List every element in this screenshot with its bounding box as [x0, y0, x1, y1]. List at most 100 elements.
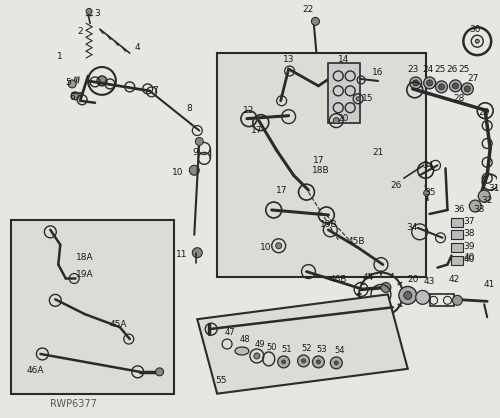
Text: 34: 34	[422, 161, 434, 170]
Circle shape	[254, 353, 260, 359]
Text: 1: 1	[58, 51, 63, 61]
Text: 38: 38	[464, 229, 475, 238]
Text: 39: 39	[464, 242, 475, 251]
Circle shape	[278, 356, 289, 368]
Bar	[452, 218, 464, 227]
Text: 41: 41	[484, 280, 495, 289]
Text: 13: 13	[283, 55, 294, 64]
Polygon shape	[198, 294, 408, 394]
Text: 28: 28	[454, 94, 465, 103]
Text: RWP6377: RWP6377	[50, 399, 97, 409]
Circle shape	[356, 97, 360, 101]
Circle shape	[330, 357, 342, 369]
Text: 10: 10	[260, 243, 272, 252]
Bar	[10, 220, 174, 394]
Circle shape	[416, 291, 430, 304]
Text: 42: 42	[449, 275, 460, 284]
Text: 25: 25	[435, 64, 446, 74]
Text: 37: 37	[464, 217, 475, 227]
Circle shape	[334, 117, 340, 124]
Circle shape	[97, 76, 107, 86]
Circle shape	[412, 80, 418, 86]
Text: 35: 35	[424, 188, 436, 196]
Circle shape	[316, 360, 320, 364]
Text: 26: 26	[447, 64, 458, 74]
Text: 9: 9	[192, 148, 198, 157]
Circle shape	[196, 138, 203, 145]
Text: 31: 31	[488, 184, 500, 193]
Text: 16: 16	[372, 69, 384, 77]
Circle shape	[334, 361, 338, 365]
Text: 46A: 46A	[26, 366, 44, 375]
Text: 40: 40	[464, 255, 475, 264]
Text: 19B: 19B	[320, 220, 337, 229]
Bar	[452, 243, 464, 252]
Circle shape	[462, 83, 473, 95]
Text: 33: 33	[474, 206, 485, 214]
Text: 48: 48	[240, 334, 250, 344]
Text: 52: 52	[301, 344, 312, 354]
Text: 45B: 45B	[348, 237, 365, 246]
Text: 44: 44	[362, 273, 374, 282]
Text: 47: 47	[224, 328, 235, 336]
Text: 32: 32	[482, 196, 493, 204]
Circle shape	[452, 83, 458, 89]
Text: 3: 3	[94, 9, 100, 18]
Text: 17: 17	[312, 156, 324, 165]
Text: 11: 11	[176, 250, 187, 259]
Text: 43: 43	[424, 277, 436, 286]
Circle shape	[424, 77, 436, 89]
Circle shape	[276, 243, 281, 249]
Text: 2: 2	[78, 27, 83, 36]
Circle shape	[464, 86, 470, 92]
Circle shape	[438, 84, 444, 90]
Text: 55: 55	[216, 376, 227, 385]
Circle shape	[312, 18, 320, 25]
Text: 22: 22	[303, 5, 314, 14]
Text: 40: 40	[464, 253, 475, 262]
Text: 25: 25	[458, 64, 470, 74]
Text: 24: 24	[422, 64, 433, 74]
Circle shape	[71, 92, 79, 100]
Circle shape	[404, 291, 411, 299]
Circle shape	[399, 286, 416, 304]
Text: 54: 54	[334, 347, 344, 355]
Text: 29: 29	[478, 108, 490, 117]
Circle shape	[452, 296, 462, 305]
Circle shape	[86, 8, 92, 14]
Circle shape	[424, 190, 430, 196]
Text: 50: 50	[266, 342, 277, 352]
Text: 34: 34	[406, 223, 417, 232]
Circle shape	[68, 80, 76, 88]
Text: 7: 7	[152, 87, 158, 95]
Text: 46B: 46B	[330, 275, 347, 284]
Circle shape	[312, 356, 324, 368]
Circle shape	[298, 355, 310, 367]
Circle shape	[381, 283, 391, 293]
Text: 19A: 19A	[76, 270, 94, 279]
Circle shape	[450, 80, 462, 92]
Text: 23: 23	[407, 64, 418, 74]
Bar	[217, 53, 426, 277]
Circle shape	[436, 81, 448, 93]
Bar	[452, 230, 464, 239]
Circle shape	[190, 165, 200, 175]
Circle shape	[410, 77, 422, 89]
Bar	[452, 256, 464, 265]
Text: 27: 27	[468, 74, 479, 84]
Text: 30: 30	[470, 25, 481, 34]
Bar	[328, 63, 360, 122]
Text: 18A: 18A	[76, 253, 94, 262]
Text: 8: 8	[186, 104, 192, 113]
Circle shape	[478, 190, 490, 202]
Text: 4: 4	[135, 43, 140, 52]
Circle shape	[192, 248, 202, 257]
Text: 12: 12	[243, 106, 254, 115]
Text: 49: 49	[254, 339, 265, 349]
Text: 45A: 45A	[109, 320, 126, 329]
Text: 53: 53	[316, 346, 326, 354]
Text: 5: 5	[66, 79, 71, 87]
Text: 14: 14	[338, 55, 349, 64]
Circle shape	[470, 200, 481, 212]
Text: 17: 17	[276, 186, 287, 195]
